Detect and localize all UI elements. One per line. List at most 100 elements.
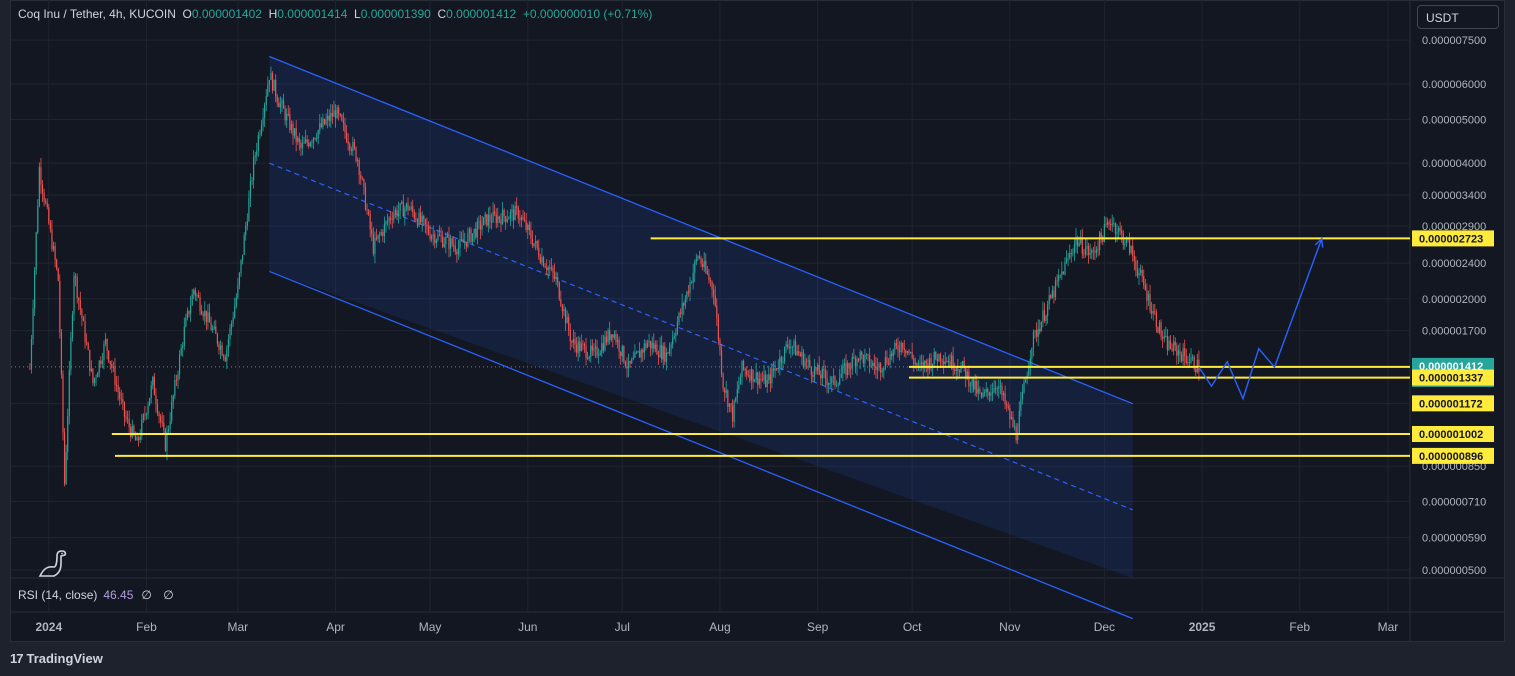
candle-body	[982, 392, 984, 398]
candle-body	[887, 363, 890, 365]
candle-body	[363, 179, 365, 187]
candle-body	[164, 429, 166, 451]
candle-body	[859, 351, 861, 361]
candle-body	[621, 346, 623, 357]
candle-body	[311, 142, 313, 144]
symbol-title[interactable]: Coq Inu / Tether, 4h, KUCOIN	[18, 7, 176, 21]
candle-body	[886, 357, 888, 364]
candle-body	[988, 392, 990, 396]
candle-body	[141, 419, 143, 437]
candle-body	[1010, 417, 1013, 419]
candle-body	[902, 342, 904, 349]
candle-body	[156, 404, 159, 414]
candle-body	[604, 336, 606, 351]
candle-body	[591, 345, 593, 351]
candle-body	[317, 130, 319, 139]
candle-body	[1031, 347, 1033, 359]
candle-body	[897, 345, 899, 351]
candle-body	[760, 378, 762, 380]
candle-body	[1006, 404, 1008, 406]
candle-body	[966, 371, 968, 379]
level-price-label: 0.000001002	[1419, 429, 1483, 441]
candle-body	[950, 355, 953, 366]
candle-body	[913, 358, 915, 364]
candle-body	[479, 220, 482, 230]
candle-body	[690, 282, 693, 283]
candle-body	[990, 392, 992, 396]
candle-body	[1076, 237, 1079, 247]
candle-body	[196, 295, 198, 296]
candle-body	[119, 391, 121, 399]
candle-body	[651, 342, 653, 349]
candle-body	[564, 308, 567, 324]
candle-body	[835, 384, 838, 386]
candle-body	[689, 282, 691, 294]
candle-body	[590, 345, 592, 357]
candle-body	[711, 281, 713, 290]
candle-body	[1174, 341, 1176, 346]
candle-body	[171, 401, 173, 422]
candle-body	[820, 374, 822, 379]
candle-body	[694, 261, 696, 273]
candle-body	[424, 218, 426, 225]
candle-body	[372, 234, 374, 254]
candle-body	[262, 117, 264, 126]
candle-body	[662, 346, 664, 360]
candle-body	[739, 377, 742, 385]
candle-body	[1059, 274, 1061, 276]
candle-body	[341, 115, 343, 121]
candle-body	[76, 277, 78, 298]
candle-body	[1001, 385, 1003, 396]
candle-body	[976, 381, 978, 394]
candle-body	[486, 214, 488, 226]
candle-body	[185, 317, 187, 327]
candle-body	[624, 362, 627, 367]
candle-body	[936, 358, 938, 362]
candle-body	[618, 339, 620, 352]
candle-body	[40, 167, 42, 185]
candle-body	[527, 224, 529, 230]
time-tick-label: Nov	[999, 620, 1020, 634]
candle-body	[1180, 354, 1183, 362]
candle-body	[828, 383, 830, 385]
candle-body	[1168, 340, 1170, 351]
candle-body	[1058, 275, 1060, 281]
candle-body	[420, 212, 422, 223]
candle-body	[87, 343, 89, 350]
candle-body	[161, 421, 163, 424]
candle-body	[38, 167, 40, 206]
candle-body	[1067, 257, 1069, 259]
candle-body	[429, 233, 431, 240]
candle-body	[672, 337, 674, 345]
candle-body	[97, 373, 99, 378]
candle-body	[579, 341, 581, 351]
currency-button[interactable]: USDT	[1417, 5, 1499, 29]
candle-body	[1182, 348, 1184, 362]
price-tick-label: 0.000001700	[1422, 326, 1486, 338]
candle-body	[1047, 304, 1049, 316]
candle-body	[675, 332, 677, 336]
candle-body	[284, 108, 286, 121]
candle-body	[908, 351, 910, 353]
candle-body	[741, 360, 743, 378]
chart-frame[interactable]	[10, 0, 1505, 642]
time-tick-label: Feb	[136, 620, 157, 634]
candle-body	[661, 345, 663, 360]
candle-body	[251, 180, 253, 182]
candle-body	[1111, 223, 1113, 226]
candle-body	[823, 368, 825, 372]
candle-body	[160, 416, 162, 422]
candle-body	[323, 118, 326, 124]
price-tick-label: 0.000000500	[1422, 565, 1486, 577]
price-tick-label: 0.000007500	[1422, 35, 1486, 47]
candle-body	[114, 366, 116, 386]
candle-body	[462, 239, 464, 243]
candle-body	[112, 366, 115, 368]
candle-body	[1163, 336, 1165, 339]
candle-body	[293, 128, 296, 136]
candle-body	[870, 365, 872, 367]
rsi-legend[interactable]: RSI (14, close) 46.45 ∅ ∅	[18, 588, 174, 602]
candle-body	[399, 203, 401, 212]
tradingview-logo[interactable]: 17 TradingView	[10, 651, 103, 666]
